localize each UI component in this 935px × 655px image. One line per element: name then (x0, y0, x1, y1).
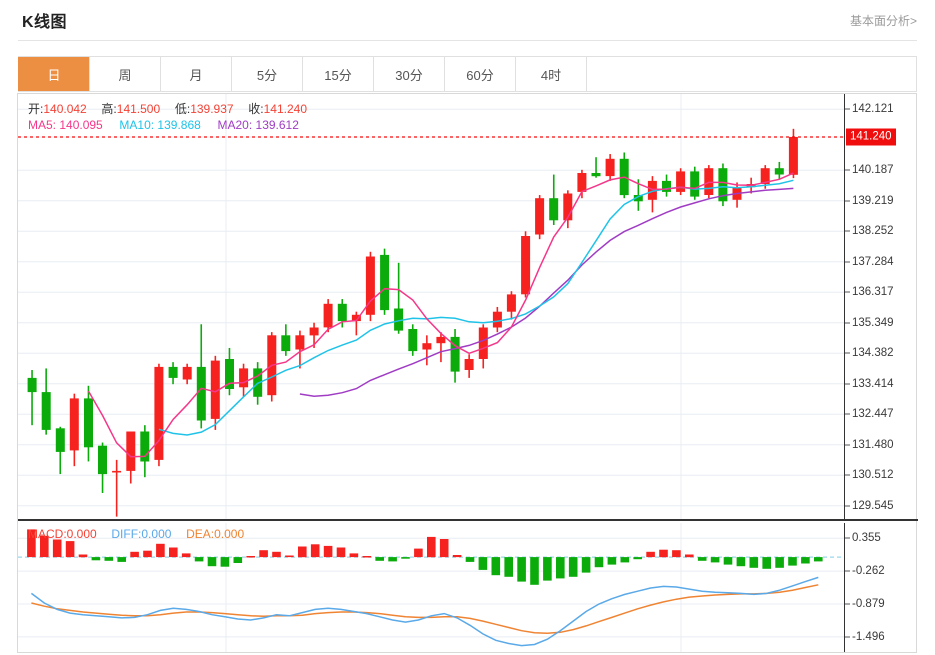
tab-label: 5分 (256, 67, 278, 83)
macd-axis-label: -1.496 (852, 630, 885, 643)
tab-label: 月 (189, 67, 203, 83)
tab-label: 30分 (395, 67, 423, 83)
tabbar-filler (586, 57, 916, 91)
open-value: 140.042 (43, 102, 87, 116)
low-value: 139.937 (190, 102, 234, 116)
ma5-readout: MA5: 140.095 (28, 118, 103, 132)
tab-2[interactable]: 月 (160, 57, 231, 91)
diff-value: DIFF:0.000 (111, 527, 172, 541)
close-value: 141.240 (263, 102, 307, 116)
macd-axis-label: -0.879 (852, 597, 885, 610)
tab-3[interactable]: 5分 (231, 57, 302, 91)
timeframe-tabbar[interactable]: 日 周 月 5分 15分 30分 60分 4时 (18, 56, 917, 92)
price-axis-label: 130.512 (852, 469, 894, 482)
low-label: 低: (174, 102, 191, 116)
macd-value: MACD:0.000 (28, 527, 97, 541)
current-price-badge: 141.240 (846, 128, 896, 146)
axis-tick (845, 444, 850, 446)
macd-pane: 0.355 -0.262 -0.879 -1.496 MACD:0.000 DIFF:… (18, 523, 918, 652)
macd-svg (18, 523, 844, 652)
chart-frame: 142.121 141.240 140.187 139.219 138.252 137.2… (17, 93, 918, 653)
macd-plot[interactable] (18, 523, 844, 652)
tab-4[interactable]: 15分 (302, 57, 373, 91)
price-pane: 142.121 141.240 140.187 139.219 138.252 137.2… (18, 94, 918, 521)
price-axis-label: 136.317 (852, 286, 894, 299)
tab-6[interactable]: 60分 (444, 57, 515, 91)
fundamental-analysis-link[interactable]: 基本面分析> (849, 14, 917, 28)
open-label: 开: (28, 102, 44, 116)
ma10-readout: MA10: 139.868 (119, 118, 201, 132)
ma20-readout: MA20: 139.612 (217, 118, 299, 132)
axis-tick (845, 108, 850, 110)
axis-tick (845, 169, 850, 171)
macd-axis-label: 0.355 (852, 532, 881, 545)
axis-tick (845, 352, 850, 354)
tab-label: 15分 (324, 67, 352, 83)
tab-label: 周 (118, 67, 132, 83)
price-axis-label: 142.121 (852, 103, 894, 116)
close-label: 收: (248, 102, 264, 116)
ohlc-readout: 开:140.042 高:141.500 低:139.937 收:141.240 (28, 100, 307, 117)
dea-value: DEA:0.000 (186, 527, 245, 541)
ma-readout: MA5: 140.095 MA10: 139.868 MA20: 139.612 (28, 118, 299, 132)
price-axis: 142.121 141.240 140.187 139.219 138.252 137.2… (844, 94, 918, 519)
axis-tick (845, 603, 850, 605)
tab-1[interactable]: 周 (89, 57, 160, 91)
tab-0[interactable]: 日 (18, 57, 89, 91)
price-axis-label: 129.545 (852, 499, 894, 512)
page-title: K线图 (22, 14, 68, 31)
tab-label: 日 (47, 67, 61, 83)
candlestick-svg (18, 94, 844, 519)
header-divider (18, 40, 917, 41)
tab-5[interactable]: 30分 (373, 57, 444, 91)
axis-tick (845, 474, 850, 476)
axis-tick (845, 537, 850, 539)
page-header: K线图 基本面分析> (0, 0, 935, 40)
tab-label: 4时 (540, 67, 562, 83)
axis-tick (845, 505, 850, 507)
price-axis-label: 140.187 (852, 164, 894, 177)
price-plot[interactable] (18, 94, 844, 519)
macd-legend: MACD:0.000 DIFF:0.000 DEA:0.000 (28, 527, 244, 541)
axis-tick (845, 261, 850, 263)
axis-tick (845, 230, 850, 232)
high-value: 141.500 (116, 102, 161, 116)
price-axis-label: 132.447 (852, 408, 894, 421)
price-axis-label: 137.284 (852, 255, 894, 268)
axis-tick (845, 291, 850, 293)
axis-tick (845, 322, 850, 324)
axis-tick (845, 636, 850, 638)
axis-tick (845, 383, 850, 385)
tab-7[interactable]: 4时 (515, 57, 586, 91)
axis-tick (845, 413, 850, 415)
high-label: 高: (101, 102, 117, 116)
axis-tick (845, 200, 850, 202)
macd-axis-label: -0.262 (852, 565, 885, 578)
macd-axis: 0.355 -0.262 -0.879 -1.496 (844, 523, 918, 652)
price-axis-label: 135.349 (852, 316, 894, 329)
price-axis-label: 134.382 (852, 347, 894, 360)
price-axis-label: 138.252 (852, 225, 894, 238)
tab-label: 60分 (466, 67, 494, 83)
price-axis-label: 139.219 (852, 194, 894, 207)
axis-tick (845, 570, 850, 572)
price-axis-label: 131.480 (852, 438, 894, 451)
price-axis-label: 133.414 (852, 377, 894, 390)
